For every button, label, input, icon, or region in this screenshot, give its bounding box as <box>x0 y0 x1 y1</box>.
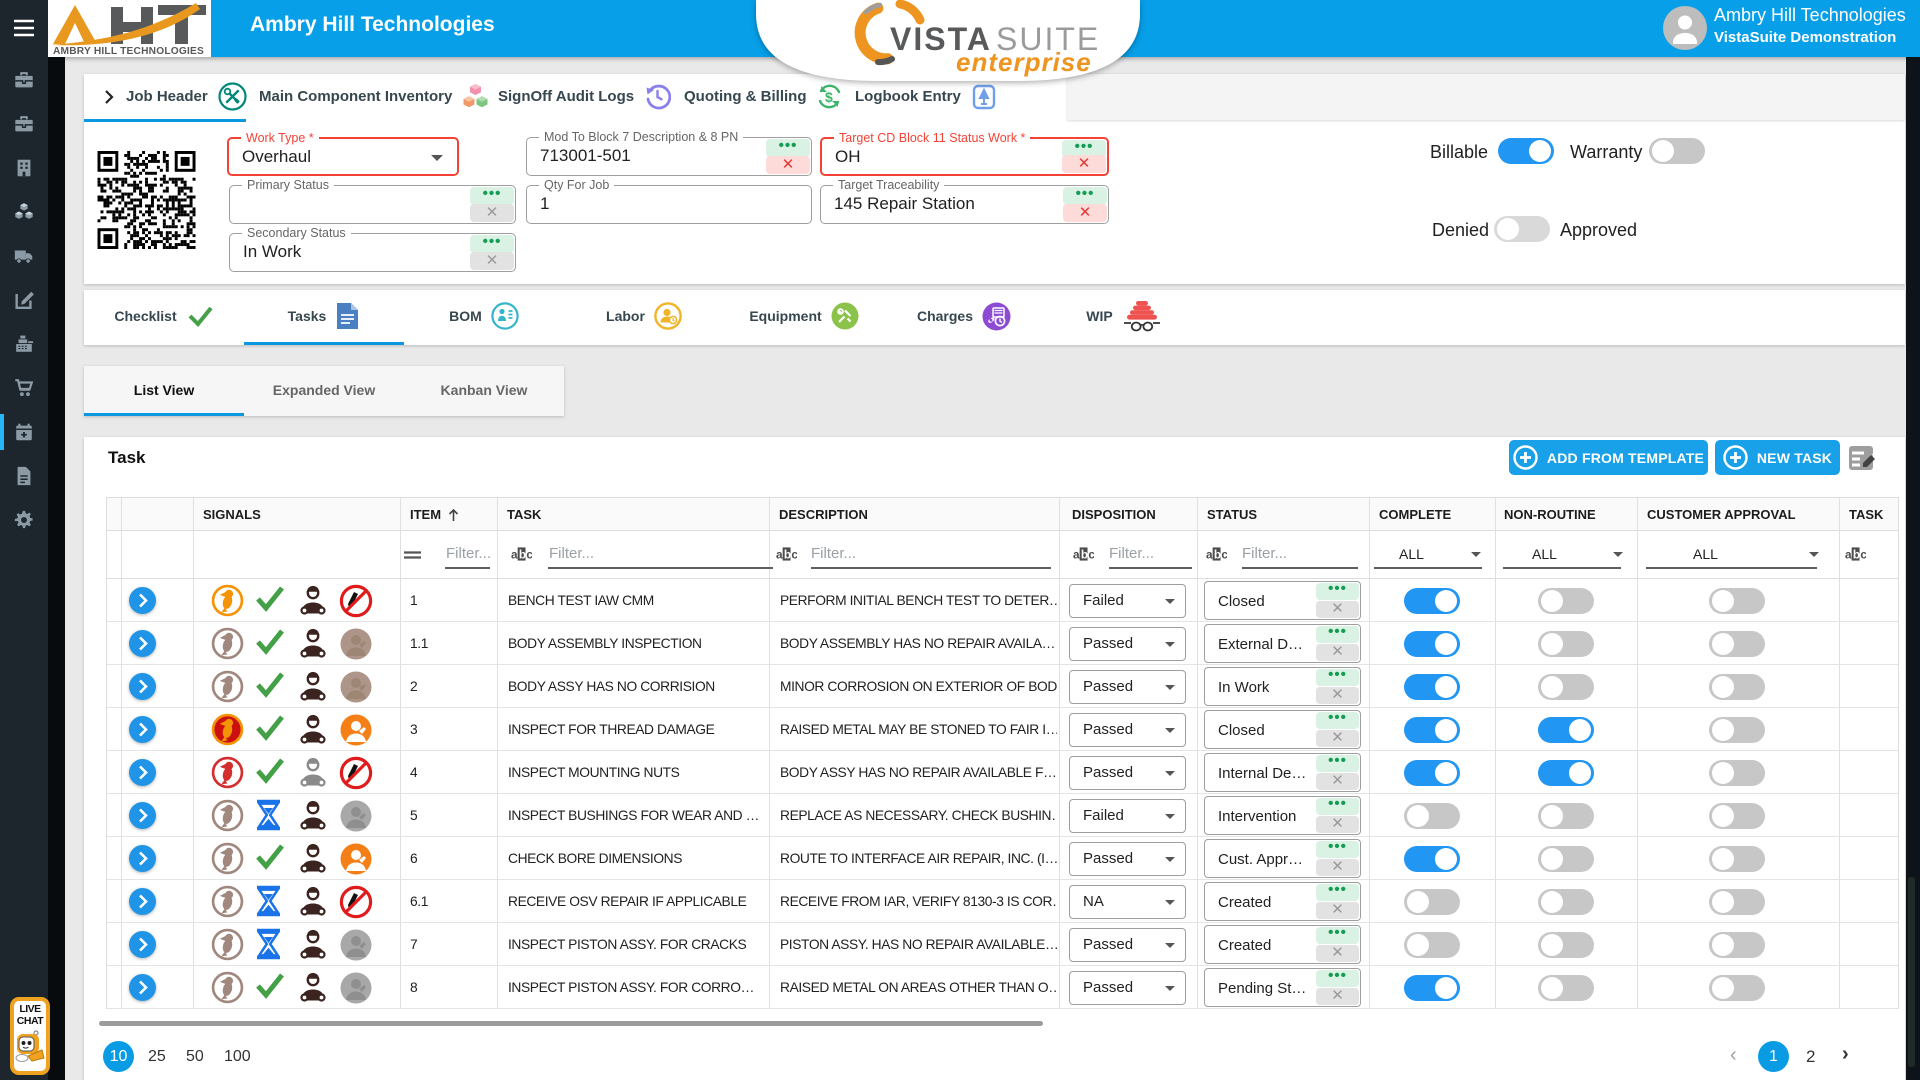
svg-text:b: b <box>784 547 791 561</box>
svg-text:c: c <box>1221 547 1227 561</box>
svg-text:c: c <box>526 547 532 561</box>
svg-text:a: a <box>776 547 783 561</box>
svg-text:c: c <box>1860 547 1866 561</box>
svg-text:$: $ <box>825 89 833 105</box>
svg-text:AMBRY HILL TECHNOLOGIES: AMBRY HILL TECHNOLOGIES <box>53 46 204 57</box>
svg-text:b: b <box>1081 547 1088 561</box>
svg-text:a: a <box>1206 547 1213 561</box>
svg-text:a: a <box>1845 547 1852 561</box>
svg-text:SUITE: SUITE <box>996 21 1100 57</box>
svg-text:a: a <box>511 547 518 561</box>
svg-text:a: a <box>1073 547 1080 561</box>
svg-text:enterprise: enterprise <box>956 47 1092 77</box>
svg-text:b: b <box>1214 547 1221 561</box>
svg-text:b: b <box>1853 547 1860 561</box>
svg-text:b: b <box>519 547 526 561</box>
svg-text:c: c <box>791 547 797 561</box>
svg-text:c: c <box>1088 547 1094 561</box>
svg-text:VISTA: VISTA <box>890 21 992 57</box>
